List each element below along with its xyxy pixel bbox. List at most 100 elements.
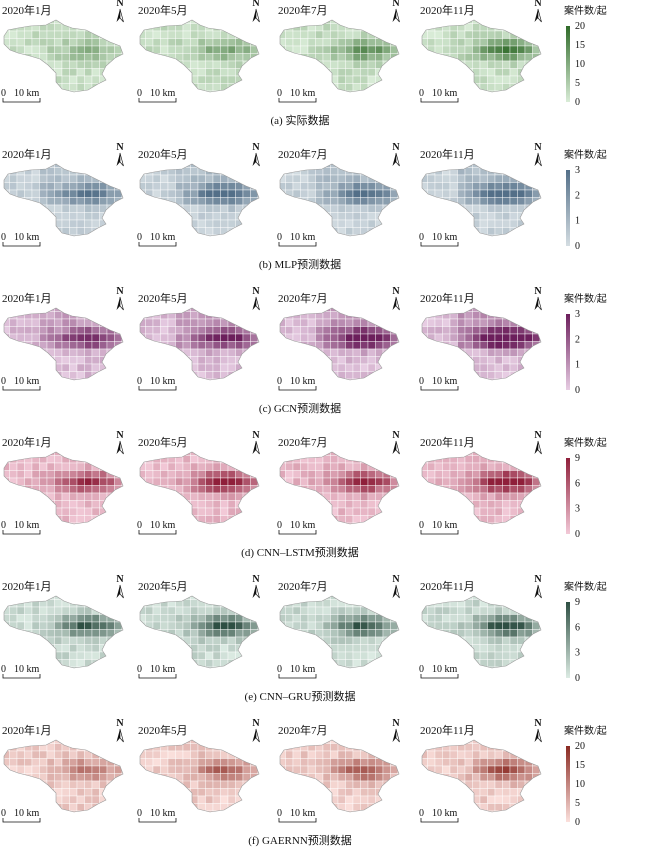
- grid-cell: [427, 311, 436, 320]
- grid-cell: [464, 470, 473, 479]
- grid-cell: [9, 750, 18, 759]
- grid-cell: [427, 485, 436, 494]
- grid-cell: [330, 765, 339, 774]
- grid-cell: [190, 621, 199, 630]
- grid-cell: [382, 189, 391, 198]
- grid-cell: [307, 30, 316, 39]
- grid-cell: [99, 204, 108, 213]
- grid-cell: [457, 30, 466, 39]
- grid-cell: [220, 90, 229, 92]
- grid-cell: [280, 485, 286, 494]
- grid-cell: [242, 651, 251, 660]
- grid-cell: [4, 614, 10, 623]
- grid-cell: [4, 348, 10, 357]
- grid-cell: [235, 788, 244, 797]
- grid-cell: [220, 212, 229, 221]
- grid-cell: [145, 636, 154, 645]
- grid-cell: [190, 308, 199, 312]
- grid-cell: [352, 500, 361, 509]
- grid-cell: [472, 341, 481, 350]
- grid-cell: [315, 363, 324, 372]
- grid-cell: [397, 629, 399, 638]
- grid-cell: [502, 234, 511, 236]
- legend-tick: 0: [575, 529, 580, 540]
- grid-cell: [99, 90, 108, 92]
- grid-cell: [382, 371, 391, 380]
- grid-cell: [250, 659, 259, 668]
- grid-cells: [4, 164, 123, 236]
- grid-cell: [140, 462, 146, 471]
- grid-cell: [121, 348, 123, 357]
- grid-cell: [479, 53, 488, 62]
- grid-cell: [54, 477, 63, 486]
- grid-cell: [257, 743, 259, 752]
- grid-cell: [539, 599, 541, 608]
- grid-cell: [487, 197, 496, 206]
- grid-cell: [46, 765, 55, 774]
- grid-cell: [91, 644, 100, 653]
- grid-cell: [46, 621, 55, 630]
- grid-cell: [360, 348, 369, 357]
- grid-cell: [24, 363, 33, 372]
- grid-cell: [160, 167, 169, 176]
- grid-cell: [205, 485, 214, 494]
- grid-cell: [212, 189, 221, 198]
- grid-cell: [280, 773, 286, 782]
- grid-cell: [140, 470, 146, 479]
- grid-cell: [524, 45, 533, 54]
- grid-cell: [46, 363, 55, 372]
- grid-cell: [121, 227, 123, 236]
- grid-cell: [457, 803, 466, 812]
- grid-cell: [292, 363, 301, 372]
- grid-cell: [449, 750, 458, 759]
- grid-cell: [315, 167, 324, 176]
- grid-cell: [345, 758, 354, 767]
- grid-cell: [257, 599, 259, 608]
- grid-cell: [167, 356, 176, 365]
- grid-cell: [352, 38, 361, 47]
- grid-cell: [367, 477, 376, 486]
- grid-cell: [367, 621, 376, 630]
- grid-cell: [242, 167, 251, 176]
- scale-zero: 0: [419, 232, 424, 243]
- grid-cell: [479, 666, 488, 668]
- grid-cell: [360, 644, 369, 653]
- grid-cell: [532, 758, 541, 767]
- grid-cell: [539, 644, 541, 653]
- grid-cell: [517, 371, 526, 380]
- grid-cell: [145, 651, 154, 660]
- grid-cell: [39, 45, 48, 54]
- grid-cell: [300, 23, 309, 32]
- grid-cell: [382, 83, 391, 92]
- grid-cell: [352, 780, 361, 789]
- north-label: N: [392, 142, 400, 153]
- grid-cell: [330, 522, 339, 524]
- grid-cell: [382, 596, 391, 600]
- grid-cell: [524, 308, 533, 312]
- grid-cell: [242, 234, 251, 236]
- grid-cell: [280, 363, 286, 372]
- grid-cell: [345, 234, 354, 236]
- grid-cell: [91, 219, 100, 228]
- grid-cell: [345, 227, 354, 236]
- grid-cell: [91, 743, 100, 752]
- grid-cell: [16, 651, 25, 660]
- scale-distance: 10 km: [14, 664, 40, 675]
- grid-cell: [235, 644, 244, 653]
- grid-cell: [250, 234, 259, 236]
- grid-cell: [227, 167, 236, 176]
- grid-cell: [487, 492, 496, 501]
- grid-cell: [434, 492, 443, 501]
- grid-cell: [524, 810, 533, 812]
- grid-cell: [76, 629, 85, 638]
- grid-cell: [121, 30, 123, 39]
- grid-cell: [345, 452, 354, 456]
- grid-cell: [91, 614, 100, 623]
- grid-cell: [167, 455, 176, 464]
- grid-cell: [250, 363, 259, 372]
- grid-cell: [442, 333, 451, 342]
- grid-cell: [494, 666, 503, 668]
- grid-cell: [337, 596, 346, 600]
- legend-tick: 20: [575, 21, 585, 32]
